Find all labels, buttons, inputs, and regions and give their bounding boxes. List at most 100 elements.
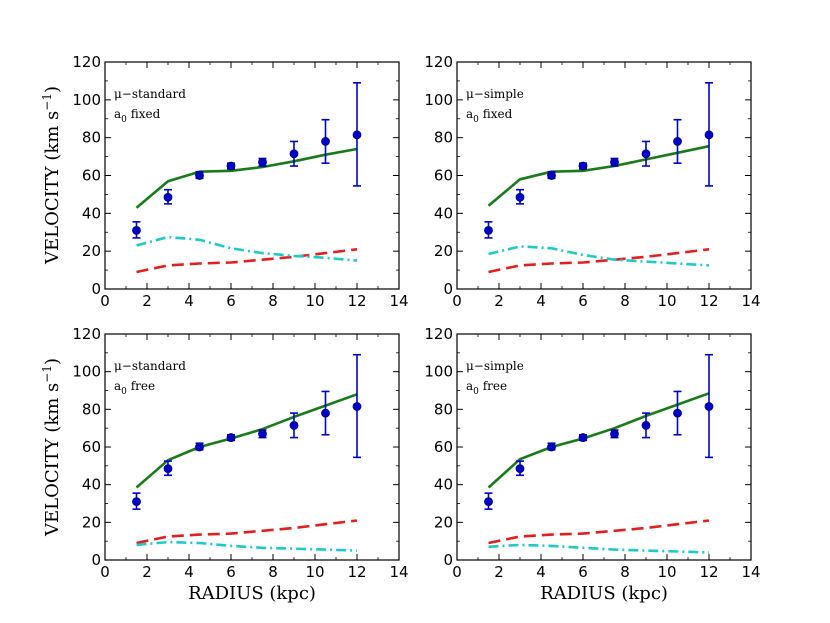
- y-tick-label: 20: [434, 242, 453, 260]
- data-point: [578, 433, 588, 442]
- series-model-total: [487, 392, 710, 489]
- panel-top-left: 0 2 4 6 8 10 12 14 0 20 40 60 80 100 120 μ−standard a0 f…: [72, 53, 408, 310]
- data-point: [515, 192, 525, 202]
- x-tick-label: 4: [184, 292, 194, 310]
- y-tick-label: 60: [434, 167, 453, 185]
- x-tick-label: 0: [452, 292, 462, 310]
- y-tick-label: 20: [82, 242, 101, 260]
- data-point: [352, 130, 362, 140]
- y-tick-label: 100: [424, 91, 453, 109]
- x-tick-label: 6: [578, 292, 588, 310]
- data-point: [226, 161, 236, 171]
- y-tick-label: 80: [434, 400, 453, 418]
- y-tick-label: 100: [424, 363, 453, 381]
- data-point: [610, 157, 619, 167]
- y-tick-label: 120: [424, 325, 453, 343]
- y-tick-label: 0: [91, 280, 101, 298]
- data-point: [704, 402, 714, 411]
- data-point: [515, 464, 525, 474]
- x-tick-label: 8: [268, 292, 278, 310]
- annotation-line1: μ−simple: [466, 87, 524, 101]
- y-tick-label: 20: [82, 513, 101, 531]
- data-point: [578, 161, 588, 171]
- data-point: [195, 442, 204, 452]
- x-tick-label: 12: [699, 563, 718, 581]
- x-tick-label: 6: [578, 563, 588, 581]
- data-point: [547, 442, 556, 452]
- data-point: [673, 408, 682, 418]
- data-point: [484, 497, 493, 507]
- y-tick-label: 40: [82, 476, 101, 494]
- data-point: [641, 420, 651, 430]
- annotation-line2: a0 free: [114, 379, 155, 397]
- xlabel-right: RADIUS (kpc): [540, 583, 668, 604]
- x-tick-label: 8: [620, 292, 630, 310]
- data-point: [163, 464, 173, 474]
- panel-bottom-left: 0 2 4 6 8 10 12 14 0 20 40 60 80 100 120 μ−standard a0 f…: [72, 325, 408, 581]
- x-tick-label: 6: [226, 292, 236, 310]
- data-point: [163, 192, 173, 202]
- ylabel-bottom: VELOCITY (km s−1): [40, 358, 63, 537]
- y-tick-label: 80: [434, 129, 453, 147]
- x-tick-label: 10: [657, 563, 676, 581]
- data-point: [610, 429, 619, 439]
- y-tick-label: 40: [434, 476, 453, 494]
- series-gas: [488, 543, 710, 554]
- series-gas: [136, 235, 358, 262]
- x-tick-label: 2: [142, 563, 152, 581]
- series-gas: [488, 245, 710, 267]
- annotation-line1: μ−standard: [114, 87, 186, 101]
- xlabel-left: RADIUS (kpc): [188, 583, 316, 604]
- series-stellar-disk: [136, 519, 358, 545]
- x-tick-label: 0: [452, 563, 462, 581]
- series-stellar-disk: [488, 519, 710, 545]
- annotation-line2: a0 fixed: [114, 107, 161, 125]
- data-point: [226, 433, 236, 442]
- data-point: [641, 149, 651, 159]
- x-tick-label: 0: [100, 563, 110, 581]
- x-tick-label: 12: [347, 292, 366, 310]
- series-stellar-disk: [136, 248, 358, 274]
- annotation-line2: a0 free: [466, 379, 507, 397]
- y-tick-label: 120: [424, 53, 453, 71]
- data-point: [132, 497, 141, 507]
- annotation-line2: a0 fixed: [466, 107, 513, 125]
- x-tick-label: 12: [699, 292, 718, 310]
- y-tick-label: 20: [434, 513, 453, 531]
- data-point: [673, 137, 682, 146]
- data-point: [484, 225, 493, 235]
- y-tick-label: 120: [72, 53, 101, 71]
- x-tick-label: 12: [347, 563, 366, 581]
- x-tick-label: 14: [741, 292, 760, 310]
- data-point: [195, 171, 204, 180]
- y-tick-label: 100: [72, 91, 101, 109]
- data-point: [352, 402, 362, 411]
- ylabel-top: VELOCITY (km s−1): [40, 86, 63, 265]
- y-tick-label: 60: [434, 438, 453, 456]
- y-tick-label: 0: [91, 551, 101, 569]
- y-tick-label: 80: [82, 129, 101, 147]
- x-tick-label: 2: [142, 292, 152, 310]
- x-tick-label: 14: [389, 292, 408, 310]
- panel-bottom-right: 0 2 4 6 8 10 12 14 0 20 40 60 80 100 120 μ−simple a0 fre…: [424, 325, 760, 581]
- y-tick-label: 0: [443, 280, 453, 298]
- series-model-total: [135, 393, 358, 489]
- y-tick-label: 40: [434, 204, 453, 222]
- x-tick-label: 8: [620, 563, 630, 581]
- x-tick-label: 0: [100, 292, 110, 310]
- x-tick-label: 2: [494, 292, 504, 310]
- x-tick-label: 10: [305, 292, 324, 310]
- y-tick-label: 0: [443, 551, 453, 569]
- data-point: [321, 408, 330, 418]
- x-tick-label: 2: [494, 563, 504, 581]
- y-tick-label: 60: [82, 167, 101, 185]
- x-tick-label: 10: [305, 563, 324, 581]
- annotation-line1: μ−simple: [466, 359, 524, 373]
- x-tick-label: 4: [184, 563, 194, 581]
- x-tick-label: 4: [536, 292, 546, 310]
- x-tick-label: 4: [536, 563, 546, 581]
- series-model-total: [135, 147, 358, 209]
- data-point: [258, 429, 267, 439]
